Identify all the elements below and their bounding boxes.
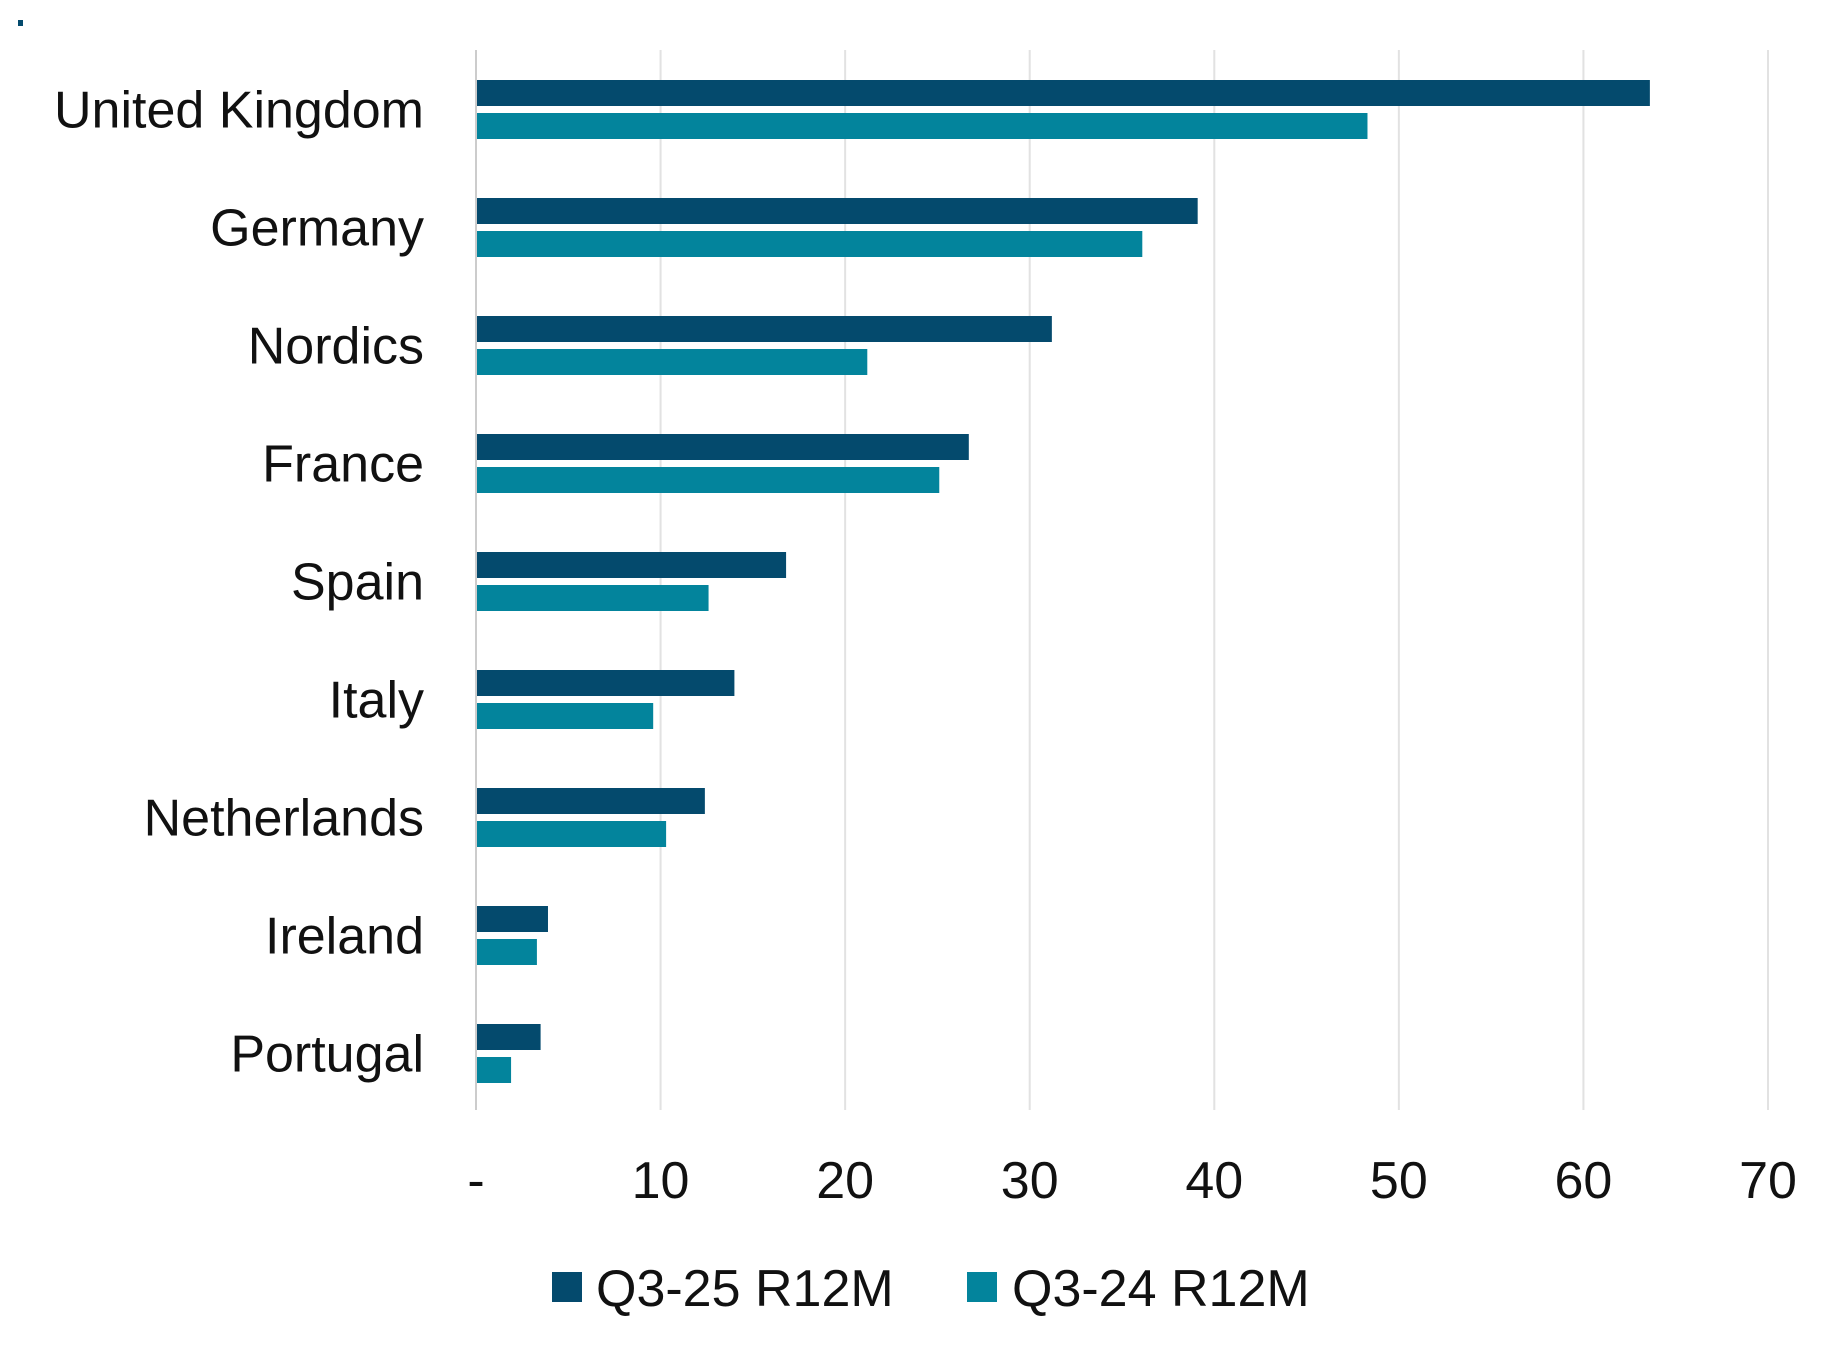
- bar-q3-25-nordics: [477, 316, 1052, 342]
- legend-label: Q3-25 R12M: [596, 1260, 894, 1318]
- legend: Q3-25 R12M Q3-24 R12M: [552, 1260, 1310, 1318]
- category-label: Netherlands: [144, 790, 424, 848]
- x-tick-label: 10: [632, 1152, 690, 1210]
- bar-q3-24-united-kingdom: [477, 113, 1368, 139]
- x-tick-label: 70: [1739, 1152, 1797, 1210]
- category-label: Spain: [291, 554, 424, 612]
- bar-q3-24-nordics: [477, 349, 868, 375]
- bar-q3-25-netherlands: [477, 788, 705, 814]
- category-label: Germany: [210, 200, 424, 258]
- x-tick-label: -: [467, 1152, 484, 1210]
- bar-q3-25-spain: [477, 552, 787, 578]
- bar-q3-24-france: [477, 467, 940, 493]
- bar-q3-25-portugal: [477, 1024, 541, 1050]
- category-labels: United Kingdom Germany Nordics France Spain I…: [54, 82, 424, 1084]
- bar-q3-25-italy: [477, 670, 735, 696]
- bar-q3-24-ireland: [477, 939, 537, 965]
- bar-q3-25-germany: [477, 198, 1198, 224]
- legend-swatch-q3-24: [967, 1272, 997, 1302]
- bar-q3-25-united-kingdom: [477, 80, 1650, 106]
- bar-q3-25-france: [477, 434, 969, 460]
- category-label: United Kingdom: [54, 82, 424, 140]
- category-label: Nordics: [248, 318, 424, 376]
- bars: [477, 80, 1650, 1083]
- x-tick-label: 50: [1370, 1152, 1428, 1210]
- bar-q3-24-italy: [477, 703, 654, 729]
- x-axis-tick-labels: - 10 20 30 40 50 60 70: [467, 1152, 1797, 1210]
- x-tick-label: 20: [816, 1152, 874, 1210]
- bar-q3-24-netherlands: [477, 821, 667, 847]
- category-label: France: [262, 436, 424, 494]
- bar-q3-24-portugal: [477, 1057, 512, 1083]
- legend-label: Q3-24 R12M: [1012, 1260, 1310, 1318]
- bar-q3-25-ireland: [477, 906, 548, 932]
- bar-q3-24-spain: [477, 585, 709, 611]
- x-tick-label: 60: [1555, 1152, 1613, 1210]
- corner-mark: [18, 20, 23, 26]
- x-tick-label: 40: [1185, 1152, 1243, 1210]
- legend-swatch-q3-25: [552, 1272, 582, 1302]
- x-tick-label: 30: [1001, 1152, 1059, 1210]
- grid-lines: [659, 50, 1769, 1110]
- category-label: Italy: [329, 672, 424, 730]
- bar-q3-24-germany: [477, 231, 1143, 257]
- category-label: Ireland: [265, 908, 424, 966]
- category-label: Portugal: [230, 1026, 424, 1084]
